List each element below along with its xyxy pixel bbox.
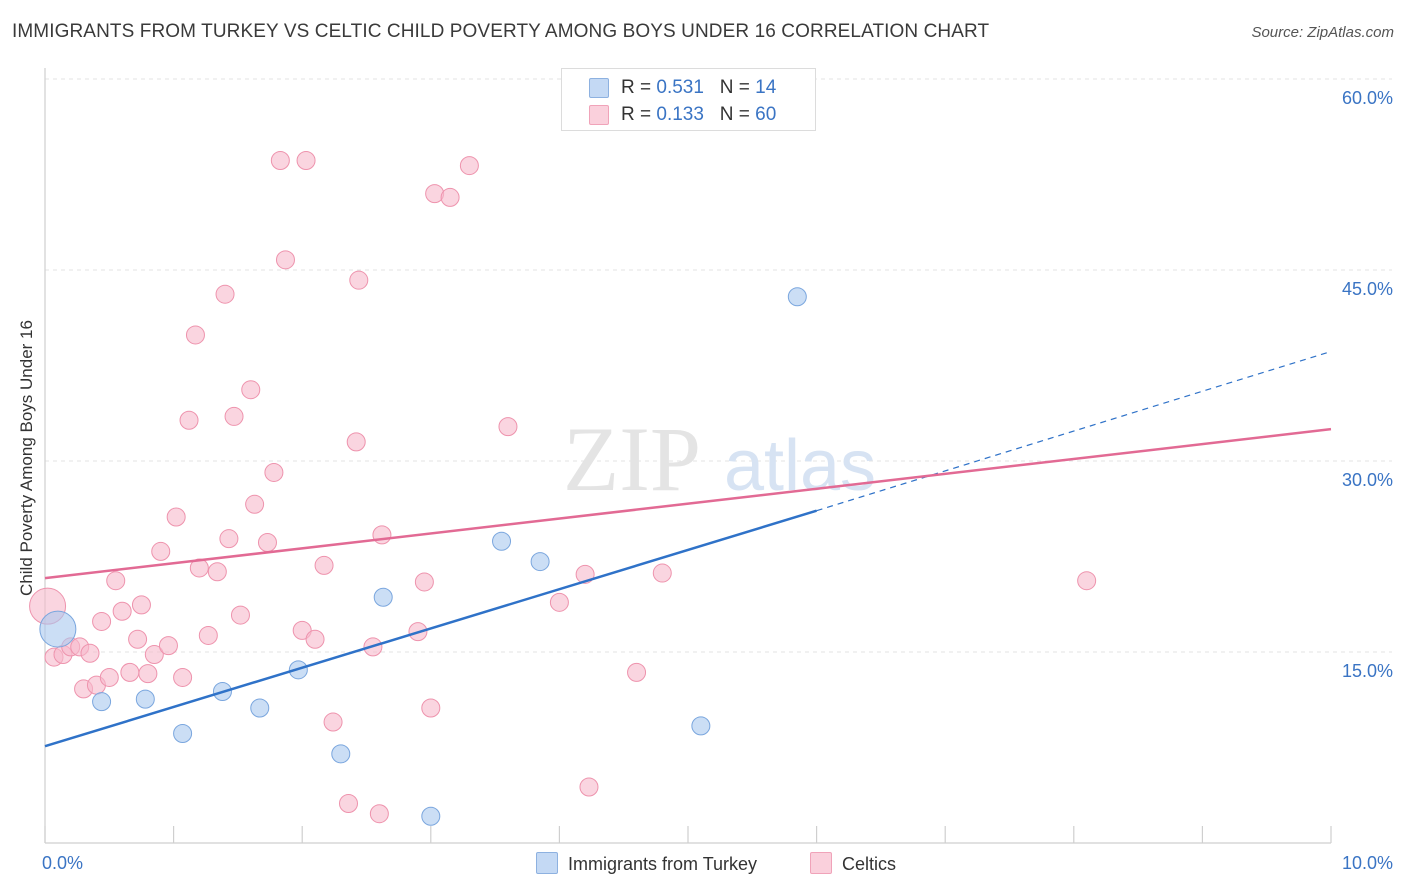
point-celtics <box>151 541 171 561</box>
point-celtics <box>323 712 343 732</box>
bottom-legend-label-celtics: Celtics <box>842 854 897 874</box>
point-celtics <box>219 529 239 549</box>
point-celtics <box>414 572 434 592</box>
point-celtics <box>440 187 460 207</box>
trend-line-celtics <box>44 427 1332 580</box>
bottom-legend-swatch-turkey <box>536 852 558 874</box>
point-turkey <box>492 531 512 551</box>
point-celtics <box>241 380 261 400</box>
point-celtics <box>198 625 218 645</box>
point-celtics <box>179 410 199 430</box>
point-celtics <box>459 156 479 176</box>
point-celtics <box>106 571 126 591</box>
y-tick-label: 30.0% <box>1342 470 1393 490</box>
point-celtics <box>120 662 140 682</box>
x-tick-label: 10.0% <box>1342 853 1393 873</box>
point-celtics <box>627 662 647 682</box>
point-turkey <box>530 552 550 572</box>
bottom-legend-celtics: Celtics <box>810 852 896 875</box>
point-turkey <box>691 716 711 736</box>
point-celtics <box>549 592 569 612</box>
point-turkey <box>39 610 77 648</box>
legend-n-value: 60 <box>755 104 777 125</box>
point-celtics <box>99 667 119 687</box>
point-celtics <box>1077 571 1097 591</box>
point-turkey <box>421 806 441 826</box>
point-turkey <box>331 744 351 764</box>
point-turkey <box>173 723 193 743</box>
chart-source: Source: ZipAtlas.com <box>1251 24 1394 41</box>
watermark: ZIP atlas <box>563 408 876 510</box>
legend-n-value: 14 <box>755 77 777 98</box>
point-celtics <box>138 664 158 684</box>
tick-labels: 15.0% 30.0% 45.0% 60.0% 0.0% 10.0% <box>42 88 1393 873</box>
legend-r-value: 0.133 <box>656 104 704 125</box>
point-turkey <box>250 698 270 718</box>
legend-swatch-celtics <box>589 105 609 125</box>
legend-swatch-turkey <box>589 78 609 98</box>
x-tick-label: 0.0% <box>42 853 83 873</box>
point-celtics <box>338 794 358 814</box>
point-celtics <box>131 595 151 615</box>
point-celtics <box>224 406 244 426</box>
point-celtics <box>346 432 366 452</box>
point-celtics <box>189 558 209 578</box>
watermark-atlas: atlas <box>724 426 876 506</box>
point-celtics <box>166 507 186 527</box>
point-celtics <box>158 636 178 656</box>
point-celtics <box>372 525 392 545</box>
legend-r-label: R = <box>621 104 657 125</box>
point-celtics <box>80 643 100 663</box>
data-points <box>29 150 1097 826</box>
y-tick-label: 15.0% <box>1342 661 1393 681</box>
point-celtics <box>144 645 164 665</box>
bottom-legend-swatch-celtics <box>810 852 832 874</box>
point-celtics <box>92 611 112 631</box>
legend-r-label: R = <box>621 77 657 98</box>
point-celtics <box>257 532 277 552</box>
point-celtics <box>579 777 599 797</box>
legend-r-value: 0.531 <box>656 77 704 98</box>
bottom-legend-turkey: Immigrants from Turkey <box>536 852 757 875</box>
point-celtics <box>498 417 518 437</box>
point-celtics <box>185 325 205 345</box>
y-tick-label: 45.0% <box>1342 279 1393 299</box>
watermark-zip: ZIP <box>563 408 701 510</box>
point-celtics <box>349 270 369 290</box>
trend-line-turkey-extension <box>816 350 1332 512</box>
point-celtics <box>207 562 227 582</box>
trend-lines <box>44 350 1332 748</box>
chart-title: IMMIGRANTS FROM TURKEY VS CELTIC CHILD P… <box>12 21 990 42</box>
axes <box>44 68 1332 844</box>
legend-n-label: N = <box>719 77 756 98</box>
correlation-legend: R = 0.531 N = 14 R = 0.133 N = 60 <box>561 68 816 131</box>
point-turkey <box>787 287 807 307</box>
point-turkey <box>135 689 155 709</box>
y-tick-label: 60.0% <box>1342 88 1393 108</box>
point-celtics <box>296 150 316 170</box>
point-turkey <box>92 692 112 712</box>
point-celtics <box>369 804 389 824</box>
point-celtics <box>275 250 295 270</box>
point-celtics <box>215 284 235 304</box>
point-celtics <box>652 563 672 583</box>
point-celtics <box>245 494 265 514</box>
point-celtics <box>112 601 132 621</box>
legend-n-label: N = <box>719 104 756 125</box>
grid-lines <box>45 78 1392 653</box>
point-turkey <box>373 587 393 607</box>
point-celtics <box>314 555 334 575</box>
point-celtics <box>305 629 325 649</box>
trend-line-turkey <box>44 509 817 748</box>
point-celtics <box>230 605 250 625</box>
point-celtics <box>173 667 193 687</box>
point-celtics <box>128 629 148 649</box>
bottom-legend-label-turkey: Immigrants from Turkey <box>568 854 758 874</box>
point-celtics <box>421 698 441 718</box>
point-celtics <box>264 462 284 482</box>
point-celtics <box>270 150 290 170</box>
